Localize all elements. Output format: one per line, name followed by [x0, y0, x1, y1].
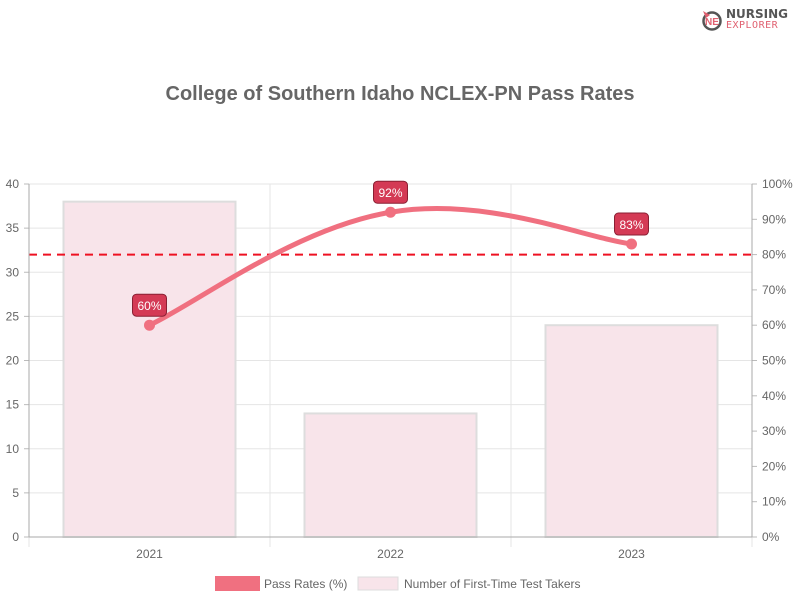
- left-tick-label: 0: [12, 530, 19, 544]
- data-label-box: [373, 180, 408, 204]
- logo-icon: NE: [702, 10, 722, 31]
- legend-label-test-takers[interactable]: Number of First-Time Test Takers: [404, 577, 580, 591]
- legend-swatch-test-takers[interactable]: [357, 576, 399, 591]
- chart-title: College of Southern Idaho NCLEX-PN Pass …: [166, 83, 635, 105]
- bar-2021: [62, 200, 237, 538]
- logo-text-1: NURSING: [725, 7, 788, 21]
- right-tick-label: 30%: [762, 424, 786, 438]
- svg-text:NE: NE: [705, 17, 719, 28]
- left-tick-label: 35: [6, 221, 20, 235]
- bar-2022: [303, 412, 478, 539]
- x-tick-label: 2023: [618, 547, 645, 561]
- data-label-box: [132, 293, 167, 317]
- right-tick-label: 80%: [762, 248, 786, 262]
- pass-rate-point-2022: [385, 206, 396, 218]
- x-tick-label: 2021: [136, 547, 163, 561]
- right-tick-label: 70%: [762, 283, 786, 297]
- right-tick-label: 60%: [762, 318, 786, 332]
- logo-text-2: EXPLORER: [725, 20, 779, 31]
- left-tick-label: 40: [6, 177, 20, 191]
- right-tick-label: 10%: [762, 495, 786, 509]
- data-label: 92%: [378, 186, 402, 200]
- x-tick-label: 2022: [377, 547, 404, 561]
- right-tick-label: 0%: [762, 530, 780, 544]
- left-tick-label: 5: [12, 486, 19, 500]
- right-tick-label: 40%: [762, 389, 786, 403]
- left-tick-label: 25: [6, 309, 20, 323]
- pass-rate-point-2023: [626, 238, 637, 250]
- legend: Pass Rates (%) Number of First-Time Test…: [215, 576, 580, 591]
- right-tick-label: 100%: [762, 177, 793, 191]
- data-label: 60%: [137, 299, 161, 313]
- data-label-box: [614, 212, 649, 236]
- nursing-explorer-logo: NE NURSING EXPLORER: [701, 8, 788, 31]
- left-tick-label: 20: [6, 354, 20, 368]
- right-tick-label: 20%: [762, 459, 786, 473]
- data-label: 83%: [619, 218, 643, 232]
- legend-label-pass-rates[interactable]: Pass Rates (%): [264, 577, 347, 591]
- legend-swatch-pass-rates[interactable]: [215, 576, 260, 591]
- right-tick-label: 50%: [762, 354, 786, 368]
- left-tick-label: 15: [6, 398, 20, 412]
- right-tick-label: 90%: [762, 212, 786, 226]
- left-tick-label: 10: [6, 442, 20, 456]
- pass-rate-point-2021: [144, 319, 155, 331]
- bar-2023: [544, 324, 719, 539]
- left-tick-label: 30: [6, 265, 20, 279]
